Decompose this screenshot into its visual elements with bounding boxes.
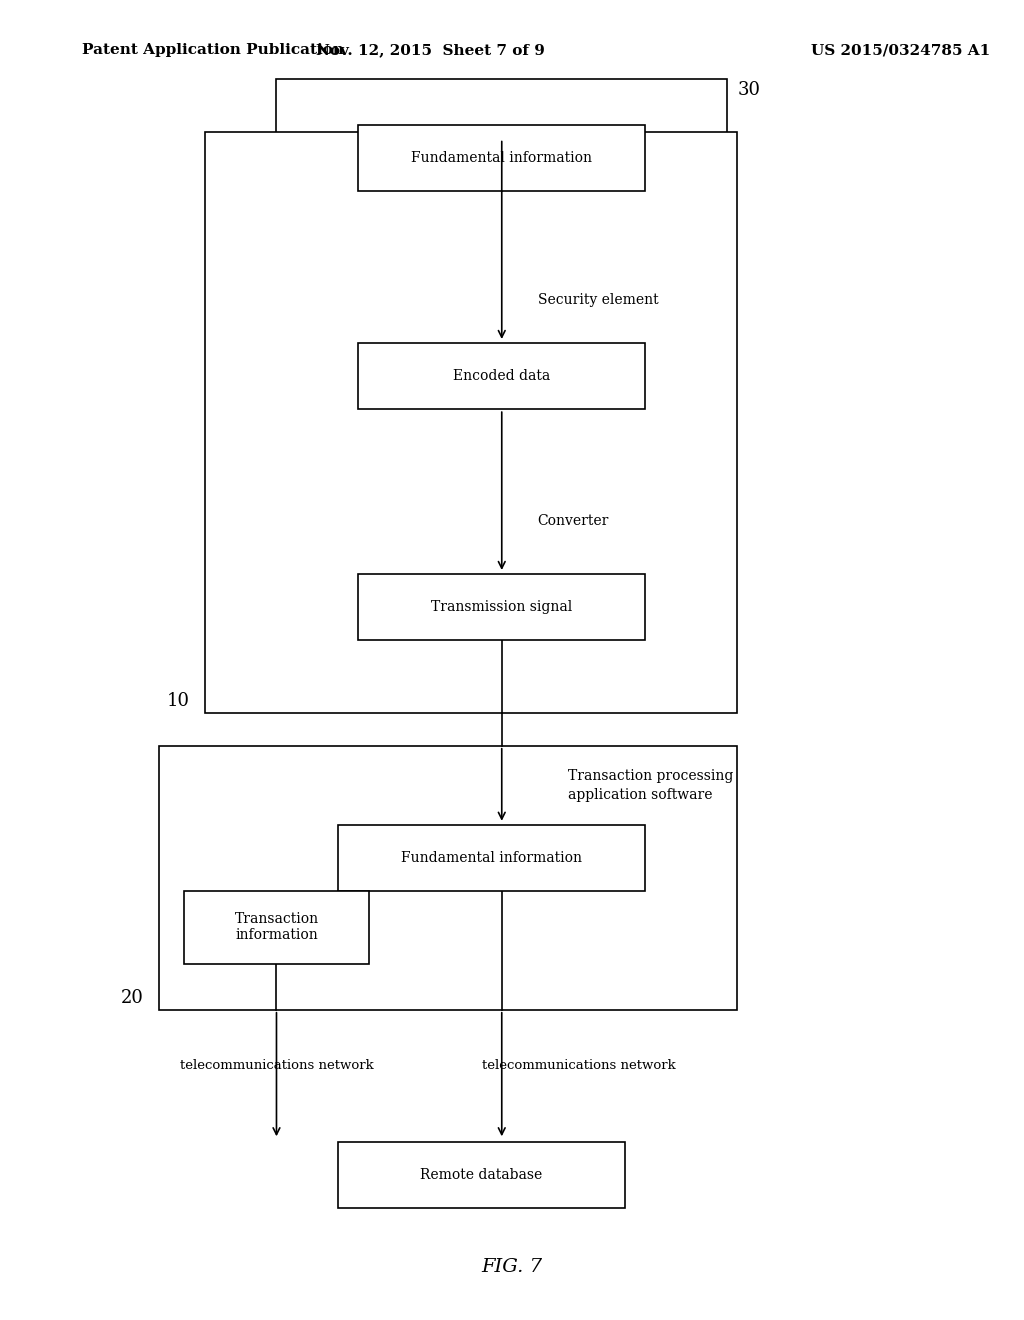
Text: Encoded data: Encoded data [454, 370, 550, 383]
Text: FIG. 7: FIG. 7 [481, 1258, 543, 1276]
FancyBboxPatch shape [159, 746, 737, 1010]
Text: Fundamental information: Fundamental information [412, 152, 592, 165]
Text: Fundamental information: Fundamental information [401, 851, 582, 865]
FancyBboxPatch shape [276, 79, 727, 231]
Text: Patent Application Publication: Patent Application Publication [82, 44, 344, 57]
Text: 30: 30 [737, 81, 760, 99]
Text: telecommunications network: telecommunications network [481, 1059, 676, 1072]
Text: 20: 20 [121, 989, 143, 1007]
FancyBboxPatch shape [358, 343, 645, 409]
Text: Security element: Security element [538, 293, 658, 306]
Text: Converter: Converter [538, 515, 609, 528]
Text: Transaction processing
application software: Transaction processing application softw… [568, 768, 733, 803]
Text: Remote database: Remote database [420, 1168, 543, 1181]
FancyBboxPatch shape [184, 891, 369, 964]
Text: Nov. 12, 2015  Sheet 7 of 9: Nov. 12, 2015 Sheet 7 of 9 [315, 44, 545, 57]
Text: US 2015/0324785 A1: US 2015/0324785 A1 [811, 44, 991, 57]
FancyBboxPatch shape [358, 125, 645, 191]
Text: 10: 10 [167, 692, 189, 710]
Text: telecommunications network: telecommunications network [179, 1059, 374, 1072]
Text: Transaction
information: Transaction information [234, 912, 318, 942]
FancyBboxPatch shape [338, 825, 645, 891]
FancyBboxPatch shape [358, 574, 645, 640]
FancyBboxPatch shape [205, 132, 737, 713]
Text: Transmission signal: Transmission signal [431, 601, 572, 614]
FancyBboxPatch shape [338, 1142, 625, 1208]
